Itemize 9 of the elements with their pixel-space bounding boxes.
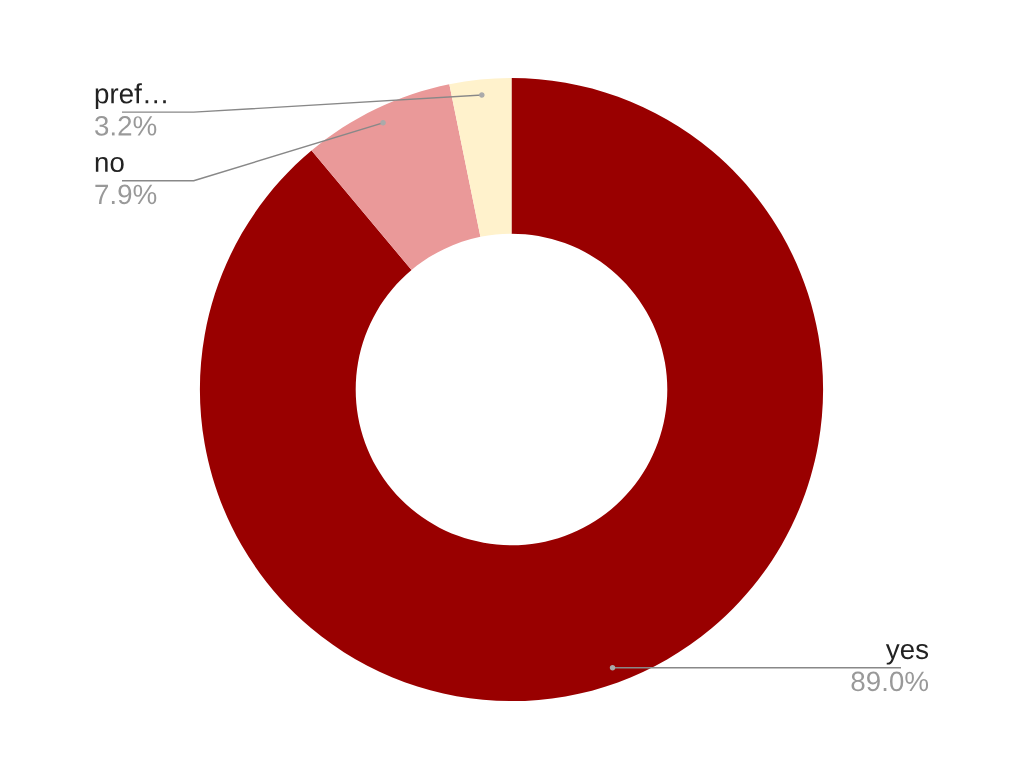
data-label: 3.2% <box>95 116 157 136</box>
data-label: 89.0% <box>851 671 929 692</box>
donut-slice <box>311 84 481 271</box>
data-label: 7.9% <box>95 184 157 205</box>
slice-label: yes <box>885 643 929 665</box>
donut-slice <box>449 77 512 237</box>
slice-label: pref… <box>95 83 166 110</box>
donut-slice <box>199 77 824 702</box>
slice-label: no <box>95 156 124 173</box>
